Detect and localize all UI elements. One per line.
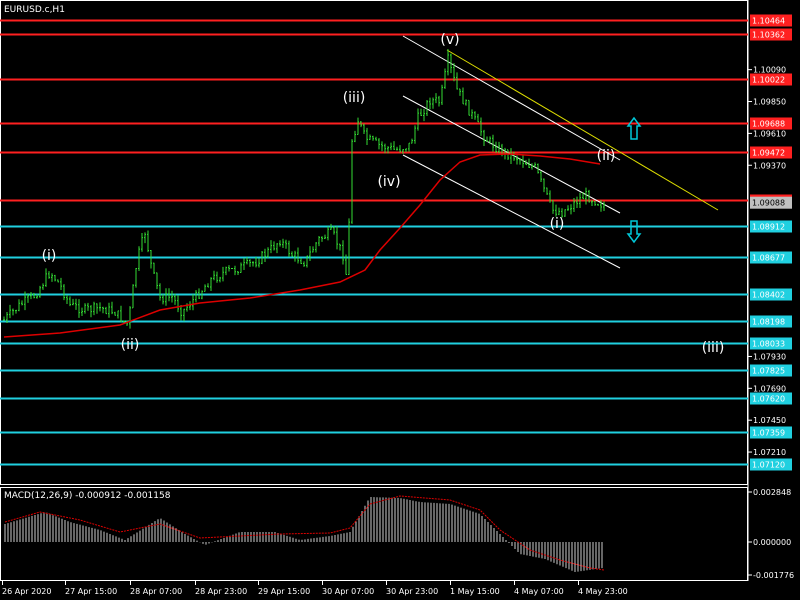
time-label-4: 29 Apr 15:00 — [258, 587, 310, 596]
wave-label-1: (ii) — [121, 337, 140, 353]
time-label-1: 27 Apr 15:00 — [65, 587, 117, 596]
level-price-tag-11 — [750, 364, 792, 377]
level-price-label-12: 1.07620 — [752, 395, 785, 404]
wave-label-5: (i) — [550, 216, 565, 232]
level-price-label-3: 1.09688 — [752, 120, 785, 129]
level-price-tag-14 — [750, 458, 792, 471]
channel-upper-line[interactable] — [402, 35, 621, 161]
price-axis: 1.104641.103621.100221.096881.094721.091… — [748, 14, 792, 471]
price-candles — [3, 49, 605, 329]
level-price-label-1: 1.10362 — [752, 31, 785, 40]
price-tick-label-1: 1.09850 — [753, 98, 786, 107]
level-price-tag-9 — [750, 315, 792, 328]
elliott-wave-labels: (i) (ii) (iii) (iv) (v) (i) (ii) (iii) — [42, 32, 725, 356]
price-tick-label-7: 1.07210 — [753, 448, 786, 457]
current-price-label: 1.09088 — [752, 199, 785, 208]
current-price-tag — [750, 196, 792, 209]
price-tick-label-6: 1.07450 — [753, 416, 786, 425]
level-price-tag-8 — [750, 288, 792, 301]
level-price-tag-12 — [750, 392, 792, 405]
arrow-up-icon — [626, 116, 642, 140]
level-price-label-2: 1.10022 — [752, 76, 785, 85]
macd-tick-label-1: 0.000000 — [753, 538, 791, 547]
macd-title: MACD(12,26,9) -0.000912 -0.001158 — [4, 491, 171, 501]
channel-lower-line[interactable] — [402, 154, 621, 269]
macd-tick-label-0: 0.002848 — [753, 488, 791, 497]
time-label-6: 30 Apr 23:00 — [386, 587, 438, 596]
level-price-tag-10 — [750, 337, 792, 350]
price-tick-label-2: 1.09610 — [753, 129, 786, 138]
wave-label-0: (i) — [42, 248, 57, 264]
time-label-2: 28 Apr 07:00 — [130, 587, 182, 596]
wave-label-4: (v) — [440, 32, 459, 48]
level-price-tag-13 — [750, 426, 792, 439]
level-price-label-0: 1.10464 — [752, 17, 785, 26]
price-tick-label-0: 1.10090 — [753, 66, 786, 75]
signal-arrows — [626, 116, 642, 244]
price-tick-label-5: 1.07690 — [753, 384, 786, 393]
macd-histogram — [4, 497, 603, 572]
level-price-label-4: 1.09472 — [752, 149, 785, 158]
price-panel-frame — [0, 0, 748, 485]
level-price-tag-3 — [750, 117, 792, 130]
time-label-7: 1 May 15:00 — [450, 587, 500, 596]
macd-tick-label-2: -0.001776 — [753, 571, 794, 580]
level-price-label-9: 1.08198 — [752, 318, 785, 327]
level-price-tag-0 — [750, 14, 792, 27]
level-price-label-10: 1.08033 — [752, 340, 785, 349]
symbol-title: EURUSD.c,H1 — [4, 5, 65, 15]
time-axis: 26 Apr 2020 27 Apr 15:00 28 Apr 07:00 28 Ap… — [2, 581, 628, 596]
level-price-tag-4 — [750, 146, 792, 159]
level-price-label-8: 1.08402 — [752, 291, 785, 300]
wave-label-3: (iv) — [377, 174, 400, 190]
wave-label-7: (iii) — [702, 340, 725, 356]
time-label-0: 26 Apr 2020 — [2, 587, 51, 596]
level-price-tag-1 — [750, 28, 792, 41]
time-label-8: 4 May 07:00 — [514, 587, 564, 596]
price-tick-label-4: 1.07930 — [753, 352, 786, 361]
level-price-label-14: 1.07120 — [752, 461, 785, 470]
arrow-down-icon — [626, 220, 642, 244]
level-price-tag-6 — [750, 220, 792, 233]
level-price-label-6: 1.08912 — [752, 223, 785, 232]
wave-label-6: (ii) — [597, 148, 616, 164]
price-tick-label-3: 1.09370 — [753, 161, 786, 170]
time-label-3: 28 Apr 23:00 — [195, 587, 247, 596]
trend-line[interactable] — [446, 49, 719, 211]
macd-axis: 0.002848 0.000000 -0.001776 — [748, 488, 794, 580]
macd-signal-line — [4, 495, 605, 571]
moving-average-line — [3, 153, 601, 338]
horizontal-levels — [0, 19, 748, 466]
level-price-label-11: 1.07825 — [752, 367, 785, 376]
level-price-label-13: 1.07359 — [752, 429, 785, 438]
level-price-tag-2 — [750, 73, 792, 86]
wave-label-2: (iii) — [343, 90, 366, 106]
time-label-9: 4 May 23:00 — [578, 587, 628, 596]
level-price-label-7: 1.08677 — [752, 254, 785, 263]
time-label-5: 30 Apr 07:00 — [322, 587, 374, 596]
level-price-tag-7 — [750, 251, 792, 264]
